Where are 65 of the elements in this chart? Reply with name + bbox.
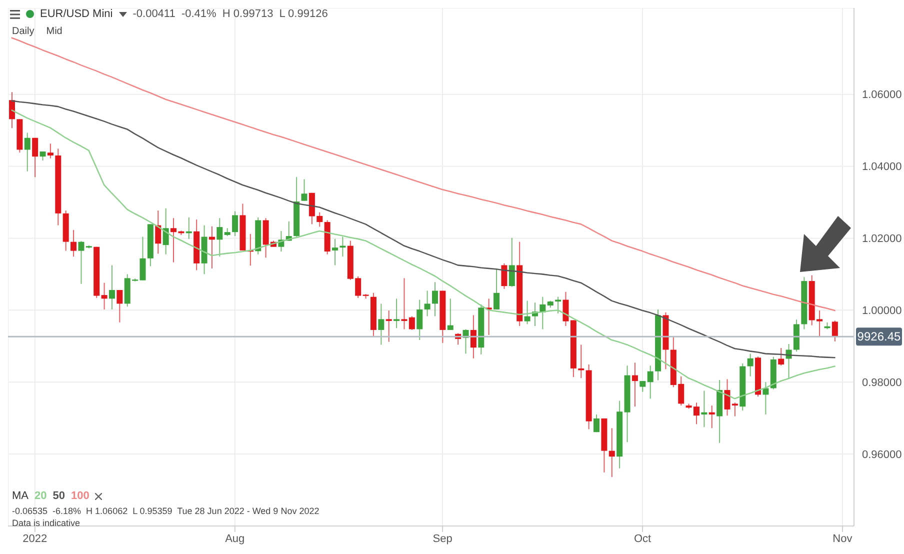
candlestick (555, 296, 562, 314)
candlestick (378, 303, 384, 346)
candlestick (708, 404, 715, 429)
candlestick (394, 298, 400, 329)
candlestick (594, 414, 600, 433)
candlestick (524, 300, 530, 325)
text: 20 (34, 490, 47, 502)
annotation: Data is indicative (12, 517, 82, 529)
x-tick-label: 2022 (22, 532, 48, 545)
candlestick (508, 237, 515, 288)
candlestick (416, 299, 423, 341)
candlestick (608, 428, 615, 478)
candlestick (832, 320, 838, 342)
candlestick (101, 282, 108, 310)
candlestick (424, 290, 430, 317)
candlestick (116, 290, 123, 323)
candlestick (301, 178, 308, 202)
y-tick-label: 0.96000 (862, 448, 902, 461)
annotation: -0.06535 -6.18% H 1.06062 L 0.95359 Tue 28 Jun 2022 - Wed 9 Nov 2022 (12, 505, 320, 517)
candlestick (470, 314, 476, 359)
candlestick (9, 92, 15, 129)
candlestick (494, 268, 500, 310)
text: 50 (52, 490, 65, 502)
candlestick (108, 264, 115, 310)
candlestick (332, 238, 338, 266)
legend-title: MA (12, 490, 28, 502)
candlestick (747, 353, 754, 377)
candlestick (386, 310, 392, 342)
x-tick-label: Nov (832, 532, 853, 545)
candlestick (24, 132, 30, 172)
candlestick (155, 210, 162, 254)
candlestick (408, 316, 415, 330)
y-tick-label: 1.06000 (862, 89, 902, 102)
chart-title: EUR/USD Mini (40, 8, 113, 20)
candlestick (632, 362, 638, 408)
candlestick (78, 240, 84, 284)
annotation: Mid (46, 26, 62, 37)
candlestick (501, 262, 508, 290)
candlestick (647, 365, 654, 400)
annotation: Daily (12, 26, 34, 37)
candlestick (162, 208, 169, 255)
y-tick-label: 0.98000 (862, 377, 902, 390)
x-tick-label: Aug (225, 532, 245, 545)
x-tick-label: Sep (432, 532, 452, 545)
y-tick-label: 1.00000 (862, 305, 902, 318)
candlestick (701, 390, 708, 428)
candlestick (47, 143, 54, 159)
candlestick (447, 298, 454, 330)
x-tick-label: Oct (634, 532, 652, 545)
candlestick (640, 380, 646, 392)
text: 9926.45 (857, 330, 902, 344)
candlestick (762, 382, 769, 415)
chart-subtitle: -0.00411 -0.41% H 0.99713 L 0.99126 (132, 8, 328, 20)
candlestick (778, 347, 784, 366)
candlestick (232, 210, 238, 237)
candlestick (432, 282, 438, 317)
candlestick (70, 229, 77, 258)
y-tick-label: 1.02000 (862, 233, 902, 246)
y-tick-label: 1.04000 (862, 161, 902, 174)
line-series (11, 37, 836, 312)
text: 100 (71, 490, 90, 502)
candlestick (562, 291, 569, 326)
candlestick (216, 218, 223, 258)
candlestick (401, 278, 408, 330)
candlestick (32, 137, 38, 178)
